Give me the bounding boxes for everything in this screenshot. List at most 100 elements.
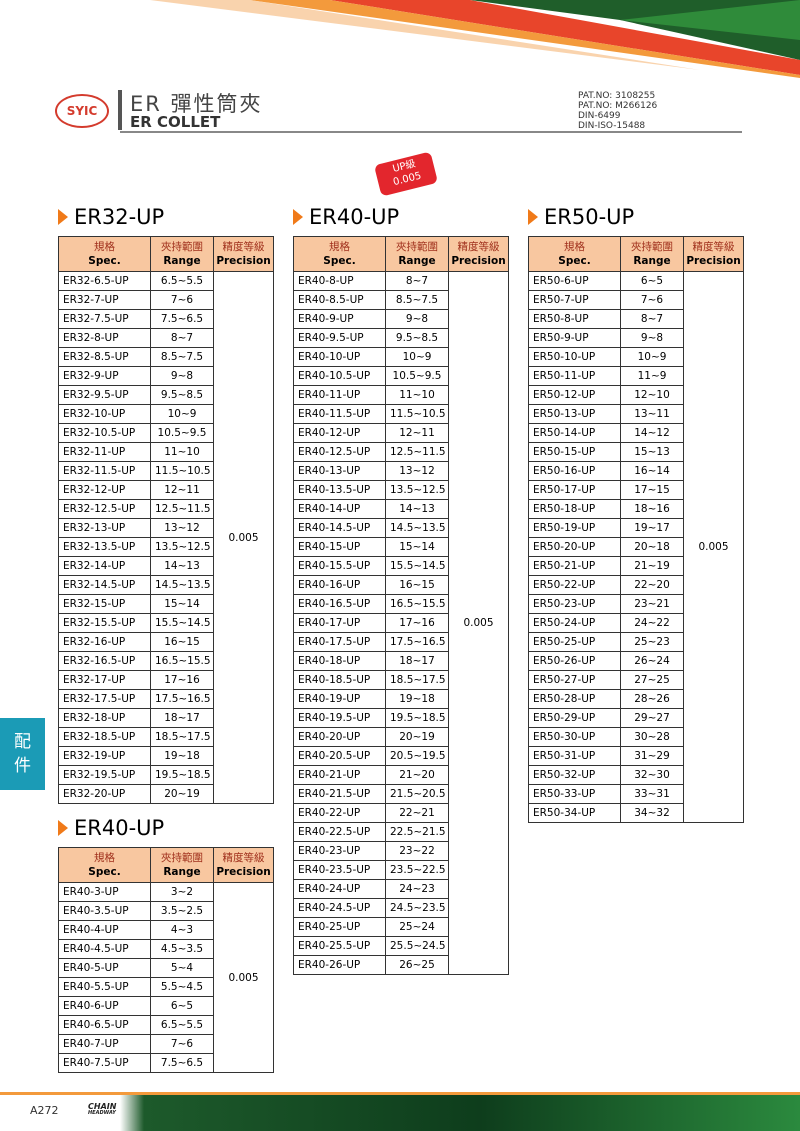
header-cn: 夾持範圍: [396, 241, 438, 253]
spec-cell: ER32-18.5-UP: [58, 727, 151, 747]
range-cell: 18~17: [150, 708, 214, 728]
table-row: ER32-7-UP 7~6: [58, 290, 274, 310]
footer-band: [0, 1094, 800, 1131]
table-title: ER50-UP: [528, 204, 743, 230]
spec-table: 規格 Spec. 夾持範圍 Range 精度等級 Precision ER32-6.5-UP…: [58, 236, 274, 804]
precision-cell: 0.005: [683, 271, 744, 823]
header-cn: 精度等級: [222, 241, 265, 253]
spec-table: 規格 Spec. 夾持範圍 Range 精度等級 Precision ER40-8-UP 8~…: [293, 236, 509, 975]
table-row: ER32-14.5-UP 14.5~13.5: [58, 575, 274, 595]
table-row: ER32-17.5-UP 17.5~16.5: [58, 689, 274, 709]
range-cell: 32~30: [620, 765, 684, 785]
range-cell: 8.5~7.5: [385, 290, 449, 310]
header-en: Spec.: [558, 255, 591, 267]
table-title: ER40-UP: [58, 815, 273, 841]
table-row: ER32-15.5-UP 15.5~14.5: [58, 613, 274, 633]
table-row: ER50-17-UP 17~15: [528, 480, 744, 500]
header-cell: 精度等級 Precision: [213, 236, 274, 272]
table-block: ER50-UP 規格 Spec. 夾持範圍 Range 精度等級 Precision ER50…: [528, 204, 744, 823]
spec-cell: ER32-19-UP: [58, 746, 151, 766]
spec-cell: ER40-12.5-UP: [293, 442, 386, 462]
spec-cell: ER50-27-UP: [528, 670, 621, 690]
range-cell: 3.5~2.5: [150, 901, 214, 921]
range-cell: 9~8: [385, 309, 449, 329]
spec-cell: ER50-8-UP: [528, 309, 621, 329]
table-row: ER40-12-UP 12~11: [293, 423, 509, 443]
header-cn: 夾持範圍: [631, 241, 673, 253]
spec-cell: ER40-9-UP: [293, 309, 386, 329]
spec-cell: ER32-7-UP: [58, 290, 151, 310]
spec-cell: ER50-15-UP: [528, 442, 621, 462]
spec-cell: ER40-8.5-UP: [293, 290, 386, 310]
brand-word: CHAIN: [88, 1102, 117, 1111]
range-cell: 20~19: [385, 727, 449, 747]
spec-cell: ER32-15-UP: [58, 594, 151, 614]
range-cell: 29~27: [620, 708, 684, 728]
table-row: ER50-7-UP 7~6: [528, 290, 744, 310]
patent-line: PAT.NO: M266126: [578, 101, 658, 111]
header-row: 規格 Spec. 夾持範圍 Range 精度等級 Precision: [58, 847, 274, 883]
range-cell: 8~7: [150, 328, 214, 348]
table-row: ER40-25.5-UP 25.5~24.5: [293, 936, 509, 956]
header-cn: 夾持範圍: [161, 241, 203, 253]
spec-cell: ER32-16-UP: [58, 632, 151, 652]
table-row: ER40-20-UP 20~19: [293, 727, 509, 747]
table-row: ER40-24.5-UP 24.5~23.5: [293, 898, 509, 918]
spec-cell: ER40-8-UP: [293, 271, 386, 291]
side-tab: 配 件: [0, 718, 45, 790]
table-row: ER40-16-UP 16~15: [293, 575, 509, 595]
table-row: ER32-12-UP 12~11: [58, 480, 274, 500]
header-cn: 夾持範圍: [161, 852, 203, 864]
table-row: ER32-10.5-UP 10.5~9.5: [58, 423, 274, 443]
table-title: ER40-UP: [293, 204, 508, 230]
header-cell: 規格 Spec.: [528, 236, 621, 272]
spec-cell: ER40-10-UP: [293, 347, 386, 367]
spec-cell: ER40-24.5-UP: [293, 898, 386, 918]
spec-cell: ER40-20.5-UP: [293, 746, 386, 766]
spec-cell: ER40-10.5-UP: [293, 366, 386, 386]
range-cell: 21~19: [620, 556, 684, 576]
table-row: ER40-10.5-UP 10.5~9.5: [293, 366, 509, 386]
table-row: ER40-22.5-UP 22.5~21.5: [293, 822, 509, 842]
table-row: ER32-18-UP 18~17: [58, 708, 274, 728]
range-cell: 11~10: [385, 385, 449, 405]
header-cell: 精度等級 Precision: [448, 236, 509, 272]
spec-cell: ER32-9.5-UP: [58, 385, 151, 405]
spec-cell: ER50-29-UP: [528, 708, 621, 728]
range-cell: 25~23: [620, 632, 684, 652]
range-cell: 16~15: [385, 575, 449, 595]
spec-cell: ER32-12.5-UP: [58, 499, 151, 519]
table-row: ER50-31-UP 31~29: [528, 746, 744, 766]
range-cell: 10~9: [620, 347, 684, 367]
table-row: ER50-23-UP 23~21: [528, 594, 744, 614]
range-cell: 6.5~5.5: [150, 271, 214, 291]
header-en: Range: [633, 255, 671, 267]
range-cell: 13~12: [150, 518, 214, 538]
table-row: ER40-6-UP 6~5: [58, 996, 274, 1016]
range-cell: 20~19: [150, 784, 214, 804]
header-en: Precision: [216, 866, 271, 878]
side-tab-char: 配: [14, 732, 31, 752]
header-en: Precision: [686, 255, 741, 267]
table-row: ER40-7.5-UP 7.5~6.5: [58, 1053, 274, 1073]
spec-cell: ER40-13-UP: [293, 461, 386, 481]
spec-cell: ER32-8-UP: [58, 328, 151, 348]
precision-cell: 0.005: [213, 271, 274, 804]
badge: UP級 0.005: [373, 151, 439, 197]
header-en: Precision: [451, 255, 506, 267]
spec-cell: ER40-9.5-UP: [293, 328, 386, 348]
range-cell: 11~10: [150, 442, 214, 462]
spec-cell: ER50-9-UP: [528, 328, 621, 348]
logo: SYIC: [55, 94, 109, 128]
table-row: ER32-9-UP 9~8: [58, 366, 274, 386]
title-en: ER COLLET: [130, 113, 221, 131]
table-row: ER32-6.5-UP 6.5~5.5 0.005: [58, 271, 274, 804]
range-cell: 7.5~6.5: [150, 309, 214, 329]
header-en: Spec.: [323, 255, 356, 267]
spec-cell: ER32-19.5-UP: [58, 765, 151, 785]
range-cell: 16~14: [620, 461, 684, 481]
header-cn: 精度等級: [222, 852, 265, 864]
range-cell: 12~11: [385, 423, 449, 443]
range-cell: 20~18: [620, 537, 684, 557]
